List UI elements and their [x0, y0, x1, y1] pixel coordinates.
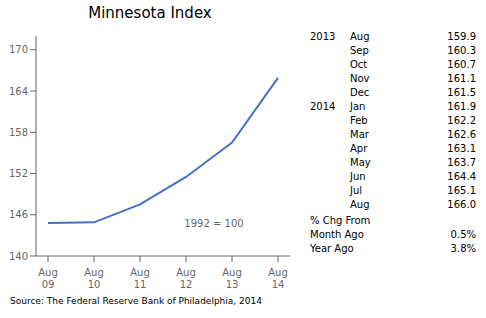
html-text:3.8%: 3.8%: [450, 243, 476, 254]
svg-text:Aug11: Aug11: [130, 267, 150, 290]
svg-text:170: 170: [9, 44, 28, 55]
html-text:Aug: Aug: [350, 199, 370, 210]
html-text:163.1: 163.1: [447, 143, 476, 154]
html-text:165.1: 165.1: [447, 185, 476, 196]
svg-text:Aug09: Aug09: [38, 267, 58, 290]
html-text:Dec: Dec: [350, 87, 370, 98]
html-text:Aug: Aug: [350, 31, 370, 42]
html-text:159.9: 159.9: [447, 31, 476, 42]
html-text:Apr: Apr: [350, 143, 368, 154]
svg-text:Aug10: Aug10: [84, 267, 104, 290]
svg-text:164: 164: [9, 86, 28, 97]
html-text:164.4: 164.4: [447, 171, 476, 182]
html-text:2014: 2014: [310, 101, 336, 112]
svg-text:140: 140: [9, 251, 28, 262]
html-text:% Chg From: % Chg From: [310, 215, 371, 226]
html-text:166.0: 166.0: [447, 199, 476, 210]
html-text:Sep: Sep: [350, 45, 369, 56]
html-text:Jan: Jan: [350, 101, 366, 112]
html-text:160.7: 160.7: [447, 59, 476, 70]
html-text:162.2: 162.2: [447, 115, 476, 126]
html-text:Year Ago: Year Ago: [310, 243, 354, 254]
html-text:163.7: 163.7: [447, 157, 476, 168]
html-text:Month Ago: Month Ago: [310, 229, 364, 240]
svg-text:158: 158: [9, 127, 28, 138]
html-text:Feb: Feb: [350, 115, 368, 126]
html-text:161.5: 161.5: [447, 87, 476, 98]
html-text:Jul: Jul: [350, 185, 363, 196]
html-text:2013: 2013: [310, 31, 336, 42]
html-text:162.6: 162.6: [447, 129, 476, 140]
html-text:160.3: 160.3: [447, 45, 476, 56]
svg-text:Aug12: Aug12: [176, 267, 196, 290]
svg-text:Aug13: Aug13: [222, 267, 242, 290]
svg-text:Aug14: Aug14: [268, 267, 288, 290]
html-text:1992 = 100: 1992 = 100: [184, 218, 244, 229]
html-text:Minnesota Index: Minnesota Index: [88, 4, 212, 22]
html-text:0.5%: 0.5%: [450, 229, 476, 240]
html-text:161.1: 161.1: [447, 73, 476, 84]
html-text:Nov: Nov: [350, 73, 370, 84]
html-text:Oct: Oct: [350, 59, 368, 70]
html-text:Jun: Jun: [350, 171, 366, 182]
svg-text:152: 152: [9, 168, 28, 179]
html-text:May: May: [350, 157, 371, 168]
html-text:Mar: Mar: [350, 129, 369, 140]
html-text:Source: The Federal Reserve Ba: Source: The Federal Reserve Bank of Phil…: [10, 296, 262, 306]
html-text:161.9: 161.9: [447, 101, 476, 112]
svg-text:146: 146: [9, 209, 28, 220]
